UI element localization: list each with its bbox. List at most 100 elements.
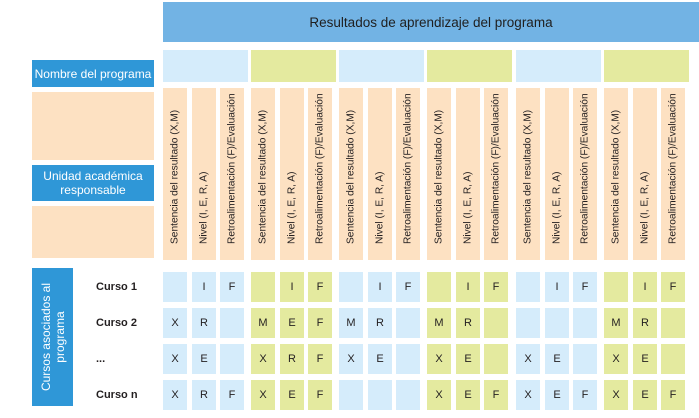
column-header-text: Nivel (I, E, R, A) bbox=[198, 171, 210, 244]
column-header-text: Retroalimentación (F)/Evaluación bbox=[314, 93, 326, 244]
matrix-cell: E bbox=[280, 308, 304, 338]
matrix-cell: E bbox=[633, 344, 657, 374]
matrix-cell: E bbox=[368, 344, 392, 374]
outcome-3-header bbox=[339, 50, 424, 82]
matrix-cell: F bbox=[308, 272, 332, 302]
matrix-cell bbox=[545, 308, 569, 338]
matrix-cell: R bbox=[192, 308, 216, 338]
matrix-cell: F bbox=[308, 380, 332, 410]
column-header-cell: Sentencia del resultado (X,M) bbox=[604, 88, 628, 260]
matrix-cell: I bbox=[280, 272, 304, 302]
matrix-cell bbox=[396, 344, 420, 374]
column-header-cell: Retroalimentación (F)/Evaluación bbox=[573, 88, 597, 260]
matrix-cell: I bbox=[633, 272, 657, 302]
matrix-cell bbox=[484, 308, 508, 338]
matrix-cell bbox=[573, 344, 597, 374]
matrix-cell bbox=[396, 308, 420, 338]
matrix-cell: F bbox=[484, 380, 508, 410]
outcome-2-header bbox=[251, 50, 336, 82]
matrix-cell: R bbox=[456, 308, 480, 338]
column-header-text: Sentencia del resultado (X,M) bbox=[257, 109, 269, 244]
column-header-cell: Retroalimentación (F)/Evaluación bbox=[308, 88, 332, 260]
matrix-cell: F bbox=[661, 272, 685, 302]
matrix-cell bbox=[251, 272, 275, 302]
column-header-cell: Sentencia del resultado (X,M) bbox=[339, 88, 363, 260]
matrix-title: Resultados de aprendizaje del programa bbox=[163, 2, 699, 42]
outcome-5-header bbox=[516, 50, 601, 82]
column-header-text: Retroalimentación (F)/Evaluación bbox=[490, 93, 502, 244]
matrix-cell: F bbox=[484, 272, 508, 302]
column-header-cell: Retroalimentación (F)/Evaluación bbox=[661, 88, 685, 260]
matrix-cell: M bbox=[339, 308, 363, 338]
column-header-cell: Retroalimentación (F)/Evaluación bbox=[396, 88, 420, 260]
matrix-cell: X bbox=[251, 344, 275, 374]
outcome-1-header bbox=[163, 50, 248, 82]
matrix-cell: I bbox=[545, 272, 569, 302]
matrix-cell: F bbox=[220, 272, 244, 302]
outcome-6-header bbox=[604, 50, 689, 82]
matrix-cell bbox=[484, 344, 508, 374]
matrix-cell: I bbox=[368, 272, 392, 302]
column-header-text: Sentencia del resultado (X,M) bbox=[610, 109, 622, 244]
matrix-cell: I bbox=[192, 272, 216, 302]
matrix-cell: E bbox=[545, 344, 569, 374]
matrix-cell: F bbox=[308, 308, 332, 338]
column-header-cell: Retroalimentación (F)/Evaluación bbox=[484, 88, 508, 260]
matrix-cell bbox=[339, 272, 363, 302]
matrix-cell: F bbox=[396, 272, 420, 302]
matrix-cell: X bbox=[251, 380, 275, 410]
column-header-text: Retroalimentación (F)/Evaluación bbox=[402, 93, 414, 244]
matrix-cell: X bbox=[163, 344, 187, 374]
matrix-cell: R bbox=[280, 344, 304, 374]
matrix-cell bbox=[368, 380, 392, 410]
matrix-cell bbox=[516, 272, 540, 302]
column-header-cell: Retroalimentación (F)/Evaluación bbox=[220, 88, 244, 260]
matrix-cell: E bbox=[545, 380, 569, 410]
matrix-cell bbox=[661, 344, 685, 374]
column-header-cell: Nivel (I, E, R, A) bbox=[192, 88, 216, 260]
matrix-cell: E bbox=[456, 344, 480, 374]
matrix-cell: F bbox=[661, 380, 685, 410]
program-name-label: Nombre del programa bbox=[32, 60, 154, 87]
matrix-cell: E bbox=[280, 380, 304, 410]
courses-label-box: Cursos asociados al programa bbox=[32, 268, 73, 406]
program-name-value-box bbox=[32, 92, 154, 160]
column-header-text: Nivel (I, E, R, A) bbox=[639, 171, 651, 244]
courses-label: Cursos asociados al programa bbox=[38, 282, 67, 392]
column-header-text: Sentencia del resultado (X,M) bbox=[433, 109, 445, 244]
course-label: Curso n bbox=[96, 389, 138, 401]
matrix-cell: E bbox=[456, 380, 480, 410]
column-header-text: Retroalimentación (F)/Evaluación bbox=[667, 93, 679, 244]
matrix-cell bbox=[220, 308, 244, 338]
matrix-cell bbox=[220, 344, 244, 374]
column-header-text: Sentencia del resultado (X,M) bbox=[522, 109, 534, 244]
matrix-cell: X bbox=[339, 344, 363, 374]
matrix-cell bbox=[163, 272, 187, 302]
matrix-cell: R bbox=[368, 308, 392, 338]
column-header-text: Nivel (I, E, R, A) bbox=[551, 171, 563, 244]
matrix-cell: F bbox=[308, 344, 332, 374]
matrix-cell bbox=[573, 308, 597, 338]
matrix-cell: F bbox=[573, 380, 597, 410]
matrix-cell: X bbox=[604, 344, 628, 374]
column-header-cell: Nivel (I, E, R, A) bbox=[368, 88, 392, 260]
matrix-cell: F bbox=[573, 272, 597, 302]
matrix-cell: R bbox=[633, 308, 657, 338]
matrix-cell bbox=[516, 308, 540, 338]
matrix-cell: X bbox=[427, 380, 451, 410]
outcome-4-header bbox=[427, 50, 512, 82]
column-header-cell: Sentencia del resultado (X,M) bbox=[251, 88, 275, 260]
matrix-cell: X bbox=[163, 380, 187, 410]
matrix-cell bbox=[604, 272, 628, 302]
matrix-cell: X bbox=[604, 380, 628, 410]
matrix-cell: X bbox=[163, 308, 187, 338]
academic-unit-label: Unidad académica responsable bbox=[32, 165, 154, 201]
matrix-cell: X bbox=[516, 380, 540, 410]
matrix-cell bbox=[427, 272, 451, 302]
column-header-text: Nivel (I, E, R, A) bbox=[286, 171, 298, 244]
matrix-cell: M bbox=[604, 308, 628, 338]
column-header-cell: Sentencia del resultado (X,M) bbox=[163, 88, 187, 260]
matrix-cell: F bbox=[220, 380, 244, 410]
matrix-cell: X bbox=[427, 344, 451, 374]
matrix-cell: R bbox=[192, 380, 216, 410]
